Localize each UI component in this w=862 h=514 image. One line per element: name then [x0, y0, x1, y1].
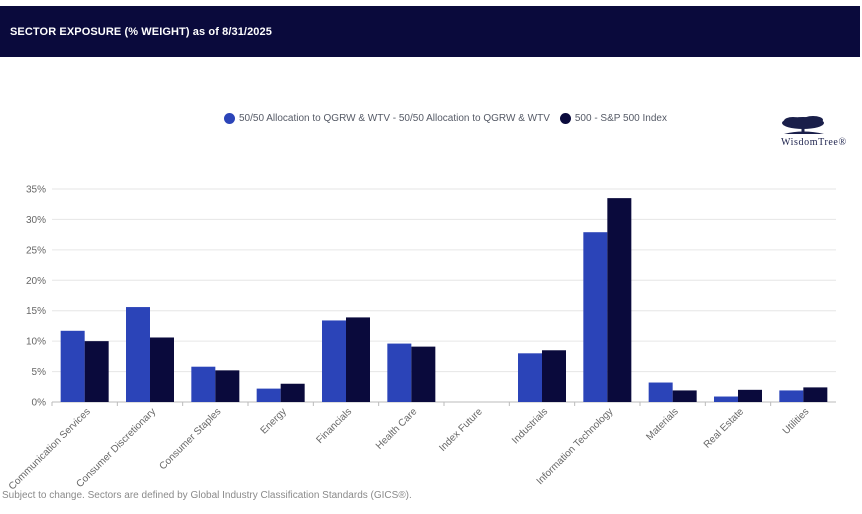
bar-series-1-information-technology[interactable]	[583, 232, 607, 402]
bar-series-1-real-estate[interactable]	[714, 397, 738, 402]
x-category-label: Financials	[315, 406, 355, 446]
bar-series-2-real-estate[interactable]	[738, 390, 762, 402]
bar-series-2-industrials[interactable]	[542, 350, 566, 402]
tree-icon	[776, 114, 858, 154]
y-tick-label: 10%	[26, 337, 46, 348]
bar-series-1-communication-services[interactable]	[61, 331, 85, 402]
bar-series-1-health-care[interactable]	[387, 344, 411, 402]
legend-swatch-series-1	[224, 113, 235, 124]
bar-series-1-materials[interactable]	[649, 383, 673, 402]
legend-swatch-series-2	[560, 113, 571, 124]
y-tick-label: 35%	[26, 185, 46, 196]
y-tick-label: 25%	[26, 245, 46, 256]
y-tick-label: 30%	[26, 215, 46, 226]
chart-title: SECTOR EXPOSURE (% WEIGHT) as of 8/31/20…	[10, 26, 272, 38]
bar-series-2-health-care[interactable]	[411, 347, 435, 402]
bar-series-1-financials[interactable]	[322, 320, 346, 402]
brand-logo-text: WisdomTree®	[781, 137, 847, 148]
bar-series-2-consumer-staples[interactable]	[215, 370, 239, 402]
bar-series-2-information-technology[interactable]	[607, 198, 631, 402]
legend-item-series-2[interactable]: 500 - S&P 500 Index	[560, 113, 667, 124]
bar-chart: 0%5%10%15%20%25%30%35%Communication Serv…	[0, 170, 862, 490]
bar-series-2-communication-services[interactable]	[85, 341, 109, 402]
x-category-label: Materials	[644, 406, 680, 442]
bar-series-2-consumer-discretionary[interactable]	[150, 337, 174, 402]
x-category-label: Utilities	[781, 406, 812, 437]
y-tick-label: 15%	[26, 306, 46, 317]
y-tick-label: 20%	[26, 276, 46, 287]
bar-series-1-consumer-staples[interactable]	[191, 367, 215, 402]
legend-label-series-1: 50/50 Allocation to QGRW & WTV - 50/50 A…	[239, 113, 550, 124]
chart-header: SECTOR EXPOSURE (% WEIGHT) as of 8/31/20…	[0, 6, 860, 57]
x-category-label: Energy	[259, 406, 289, 436]
chart-legend: 50/50 Allocation to QGRW & WTV - 50/50 A…	[224, 113, 677, 124]
bar-series-1-energy[interactable]	[257, 389, 281, 402]
bar-series-2-materials[interactable]	[673, 390, 697, 402]
x-category-label: Information Technology	[535, 406, 616, 487]
x-category-label: Index Future	[437, 406, 485, 454]
y-tick-label: 5%	[32, 367, 47, 378]
legend-item-series-1[interactable]: 50/50 Allocation to QGRW & WTV - 50/50 A…	[224, 113, 550, 124]
x-category-label: Industrials	[510, 406, 550, 446]
x-category-label: Consumer Staples	[158, 406, 224, 472]
bar-series-1-consumer-discretionary[interactable]	[126, 307, 150, 402]
bar-series-2-financials[interactable]	[346, 317, 370, 402]
bar-series-2-utilities[interactable]	[803, 387, 827, 402]
legend-label-series-2: 500 - S&P 500 Index	[575, 113, 667, 124]
x-category-label: Real Estate	[702, 406, 747, 451]
y-tick-label: 0%	[32, 398, 47, 409]
x-category-label: Health Care	[374, 406, 420, 452]
bar-series-2-energy[interactable]	[281, 384, 305, 402]
bar-series-1-industrials[interactable]	[518, 353, 542, 402]
bar-series-1-utilities[interactable]	[779, 390, 803, 402]
footnote: Subject to change. Sectors are defined b…	[2, 490, 412, 501]
